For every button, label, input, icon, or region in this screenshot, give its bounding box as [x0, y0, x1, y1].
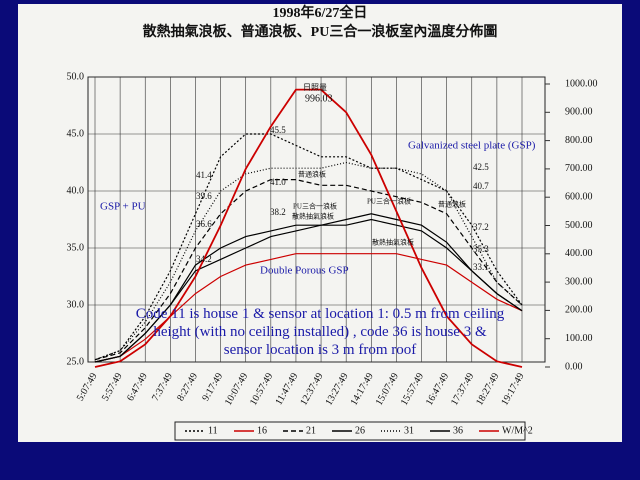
annotation: 日照量 — [303, 83, 327, 92]
annotation: 散熱抽氣浪板 — [292, 212, 334, 221]
annotation: 42.5 — [473, 162, 489, 172]
annotation: 散熱抽氣浪板 — [372, 238, 414, 247]
annotation: GSP + PU — [100, 201, 146, 213]
y2-tick-label: 200.00 — [565, 305, 593, 316]
annotation: 33.1 — [473, 262, 489, 272]
y-tick-label: 45.0 — [67, 128, 85, 139]
y-tick-label: 35.0 — [67, 242, 85, 253]
annotation: Galvanized steel plate (GSP) — [408, 140, 536, 152]
annotation: 996.03 — [305, 93, 333, 104]
y2-tick-label: 800.00 — [565, 135, 593, 146]
annotation: Double Porous GSP — [260, 265, 349, 277]
y2-tick-label: 300.00 — [565, 276, 593, 287]
legend-label: 11 — [208, 425, 218, 436]
annotation: 36.6 — [196, 219, 212, 229]
series-line — [94, 133, 523, 361]
annotation: 40.7 — [473, 181, 489, 191]
annotation: 37.2 — [473, 222, 489, 232]
y-tick-label: 30.0 — [67, 299, 85, 310]
chart-subtitle: 散熱抽氣浪板、普通浪板、PU三合一浪板室內溫度分佈圖 — [143, 23, 498, 40]
annotation: 普通浪板 — [298, 170, 326, 179]
annotation: 39.6 — [196, 191, 212, 201]
y2-tick-label: 100.00 — [565, 333, 593, 344]
series-line — [94, 88, 523, 368]
annotation: 35.3 — [473, 244, 489, 254]
y2-tick-label: 1000.00 — [565, 78, 598, 89]
annotation: 34.2 — [196, 254, 212, 264]
annotation: PU三合一浪板 — [367, 197, 411, 206]
y2-tick-label: 900.00 — [565, 107, 593, 118]
series-line — [94, 161, 523, 361]
y2-tick-label: 600.00 — [565, 191, 593, 202]
y-tick-label: 25.0 — [67, 356, 85, 367]
y2-tick-label: 500.00 — [565, 220, 593, 231]
note: Code 11 is house 1 & sensor at location … — [135, 306, 505, 358]
annotation: 41.4 — [196, 170, 212, 180]
annotation: PU三合一浪板 — [293, 202, 337, 211]
series-line — [94, 179, 523, 361]
y2-tick-label: 400.00 — [565, 248, 593, 259]
legend-label: 31 — [404, 425, 414, 436]
legend-label: W/M^2 — [502, 425, 533, 436]
annotation: 45.5 — [270, 125, 286, 135]
annotation: 41.0 — [270, 177, 286, 187]
chart-title: 1998年6/27全日 — [273, 4, 368, 21]
y2-tick-label: 700.00 — [565, 163, 593, 174]
annotation: 普通浪板 — [438, 200, 466, 209]
legend-label: 36 — [453, 425, 463, 436]
legend-label: 21 — [306, 425, 316, 436]
legend-label: 26 — [355, 425, 365, 436]
series-line — [94, 213, 523, 363]
y-tick-label: 40.0 — [67, 185, 85, 196]
y2-tick-label: 0.00 — [565, 361, 583, 372]
legend-label: 16 — [257, 425, 267, 436]
legend-box — [174, 421, 526, 441]
y-tick-label: 50.0 — [67, 71, 85, 82]
annotation: 38.2 — [270, 207, 286, 217]
